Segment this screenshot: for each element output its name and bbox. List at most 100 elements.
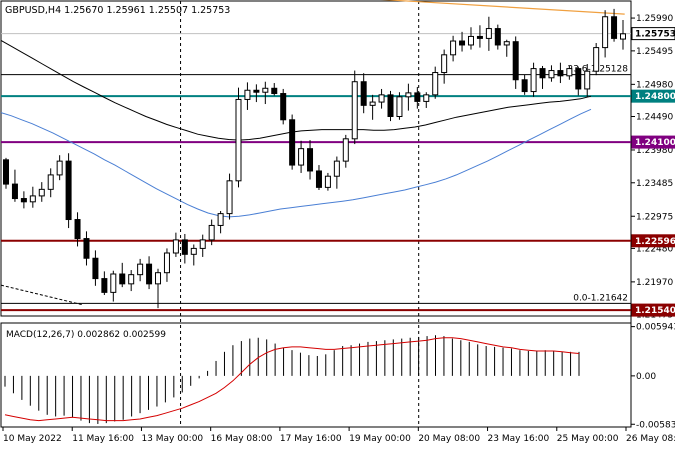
candle — [369, 94, 376, 120]
chart-header: GBPUSD,H4 1.25670 1.25961 1.25507 1.2575… — [5, 5, 230, 16]
candle-bear — [20, 198, 27, 203]
candle-bull — [584, 70, 591, 90]
x-tick-label: 23 May 16:00 — [488, 434, 550, 444]
candle-bear — [494, 28, 501, 46]
candle-bull — [351, 81, 358, 140]
candle-bull — [423, 94, 430, 102]
price-tag-box — [631, 89, 675, 103]
candle — [47, 168, 54, 198]
candle-bear — [575, 68, 582, 90]
candle — [199, 234, 206, 257]
candle — [548, 65, 555, 82]
candle-bull — [38, 188, 45, 197]
candle-bear — [539, 68, 546, 79]
candle — [137, 258, 144, 282]
candle — [351, 70, 358, 145]
price-tag-box — [631, 234, 675, 248]
candle — [566, 65, 573, 80]
candle — [155, 268, 162, 309]
candle-bull — [485, 28, 492, 39]
candle-bull — [190, 247, 197, 255]
moving-averages — [0, 39, 592, 218]
candle-bear — [476, 35, 483, 39]
y-tick-label: 1.25990 — [636, 14, 673, 24]
candle — [181, 233, 188, 264]
candle-bull — [378, 94, 385, 103]
price-tag: 1.24100 — [631, 135, 675, 149]
price-tag: 1.24800 — [631, 89, 675, 103]
candle-bear — [181, 239, 188, 255]
candle — [342, 134, 349, 168]
candle-bear — [101, 278, 108, 293]
ma-blue-line — [0, 108, 592, 218]
candle — [584, 64, 591, 98]
candle-bear — [557, 70, 564, 77]
candle — [387, 90, 394, 122]
macd-y-tick-label: 0.005943 — [636, 323, 675, 333]
candle-bear — [611, 16, 618, 39]
candle-bull — [405, 92, 412, 98]
candle — [38, 182, 45, 202]
macd-y-tick-label: -0.005839 — [636, 420, 675, 430]
candle — [29, 186, 36, 208]
price-tag: 1.22596 — [631, 234, 675, 248]
candle-bear — [146, 263, 153, 285]
y-tick-label: 1.21970 — [636, 278, 673, 288]
y-tick-label: 1.23485 — [636, 179, 673, 189]
candle — [56, 155, 63, 181]
candle — [521, 74, 528, 95]
candle — [530, 62, 537, 97]
candle-bull — [235, 98, 242, 182]
candle — [476, 25, 483, 48]
candle — [324, 172, 331, 191]
candle-bear — [459, 40, 466, 46]
candle-bear — [280, 93, 287, 121]
candle-bull — [56, 160, 63, 176]
candle — [190, 244, 197, 266]
candle — [441, 49, 448, 84]
candle — [423, 92, 430, 108]
candle-bull — [432, 72, 439, 96]
y-tick-label: 1.22975 — [636, 212, 673, 222]
candle-bull — [602, 16, 609, 49]
candle — [414, 86, 421, 109]
candle-bull — [566, 68, 573, 77]
candle-bull — [342, 138, 349, 162]
candle-bull — [620, 33, 626, 40]
ma-black-line — [0, 39, 592, 141]
price-tag-label: 1.24800 — [635, 92, 675, 102]
candle-bear — [3, 159, 9, 185]
candle-bear — [307, 148, 314, 172]
dashed-trendline — [0, 284, 84, 306]
candle-bear — [11, 183, 18, 200]
candle-bull — [503, 41, 510, 46]
candle-bull — [593, 47, 600, 72]
symbol-label: GBPUSD,H4 — [5, 5, 61, 16]
candle-bear — [65, 160, 72, 221]
x-tick-label: 20 May 08:00 — [418, 434, 480, 444]
price-tag-box — [631, 303, 675, 317]
price-tag: 1.25753 — [631, 27, 675, 41]
candle-bull — [450, 40, 457, 56]
candle-bear — [512, 41, 519, 81]
candle-bull — [244, 89, 251, 100]
x-tick-label: 11 May 16:00 — [72, 434, 134, 444]
candle-bull — [226, 180, 233, 215]
x-tick-label: 16 May 08:00 — [211, 434, 273, 444]
candle — [271, 83, 278, 96]
candle — [360, 73, 367, 114]
candle — [494, 24, 501, 50]
candle-bull — [29, 195, 36, 203]
candle — [172, 232, 179, 257]
candle — [101, 271, 108, 295]
candle — [307, 140, 314, 180]
candle — [20, 191, 27, 209]
candle — [467, 27, 474, 50]
candle-bull — [333, 160, 340, 177]
candle — [262, 81, 269, 105]
candle — [289, 114, 296, 170]
candle — [74, 212, 81, 247]
candle-bull — [128, 274, 135, 285]
candle-bull — [530, 68, 537, 93]
